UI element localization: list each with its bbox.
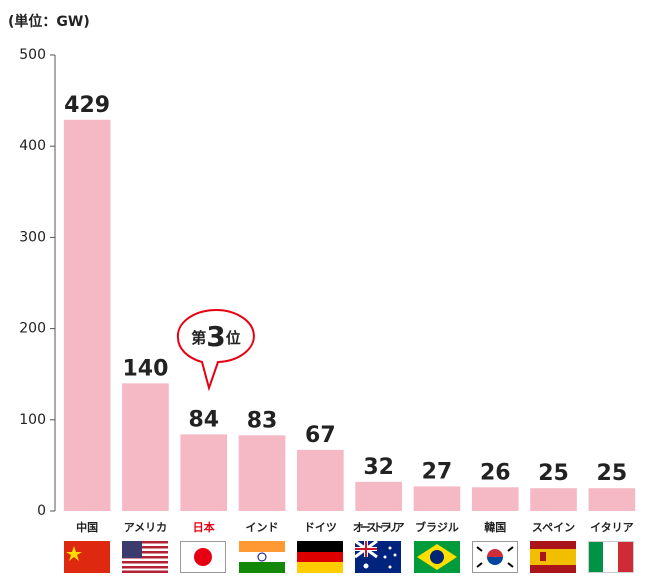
- callout-prefix: 第: [191, 329, 206, 347]
- flag-spain: [530, 541, 576, 573]
- x-tick-label: オーストラリア: [353, 521, 405, 534]
- callout-suffix: 位: [226, 329, 241, 347]
- flags: [64, 539, 634, 573]
- y-tick-label: 400: [19, 138, 46, 154]
- bar: [530, 488, 577, 511]
- x-tick-label: ブラジル: [415, 520, 459, 534]
- flag-korea: [472, 541, 518, 573]
- value-label: 25: [538, 461, 569, 486]
- x-tick-label: 韓国: [484, 520, 506, 534]
- flag-japan: [180, 541, 226, 573]
- bar: [63, 119, 111, 511]
- callout-text: 第3位: [191, 320, 241, 353]
- x-tick-label: アメリカ: [124, 521, 167, 534]
- value-label: 83: [247, 408, 278, 433]
- bar: [122, 383, 169, 511]
- value-label: 84: [188, 407, 219, 432]
- value-label: 26: [480, 460, 511, 485]
- flag-usa: [122, 541, 168, 573]
- value-label: 27: [422, 459, 453, 484]
- flag-germany: [297, 541, 343, 573]
- bar: [588, 488, 636, 511]
- y-tick-label: 200: [19, 321, 46, 337]
- value-label: 67: [305, 423, 336, 448]
- flag-australia: [354, 539, 401, 573]
- flag-india: [239, 541, 285, 573]
- x-tick-label: ドイツ: [304, 521, 337, 534]
- value-label: 32: [363, 455, 394, 480]
- value-label: 25: [597, 461, 628, 486]
- x-tick-label: イタリア: [590, 521, 634, 534]
- callout-rank: 3: [206, 320, 225, 353]
- y-tick-label: 0: [37, 503, 46, 519]
- x-tick-label: インド: [246, 521, 279, 534]
- flag-brazil: [414, 541, 460, 573]
- bar: [238, 435, 286, 511]
- bar: [180, 434, 228, 511]
- bar: [355, 481, 402, 511]
- bar: [297, 449, 344, 511]
- bar: [471, 487, 519, 511]
- y-tick-label: 100: [19, 412, 46, 428]
- value-label: 140: [122, 356, 168, 381]
- unit-label: (単位：GW): [8, 13, 90, 30]
- flag-italy: [588, 541, 634, 573]
- flag-china: [64, 541, 110, 573]
- y-tick-label: 300: [19, 229, 46, 245]
- bar: [413, 486, 461, 511]
- y-tick-label: 500: [19, 47, 46, 63]
- callout: 第3位: [176, 309, 255, 392]
- x-tick-label: 中国: [76, 520, 98, 534]
- x-tick-label: スペイン: [532, 521, 575, 534]
- x-tick-label: 日本: [193, 520, 215, 534]
- value-label: 429: [64, 93, 110, 118]
